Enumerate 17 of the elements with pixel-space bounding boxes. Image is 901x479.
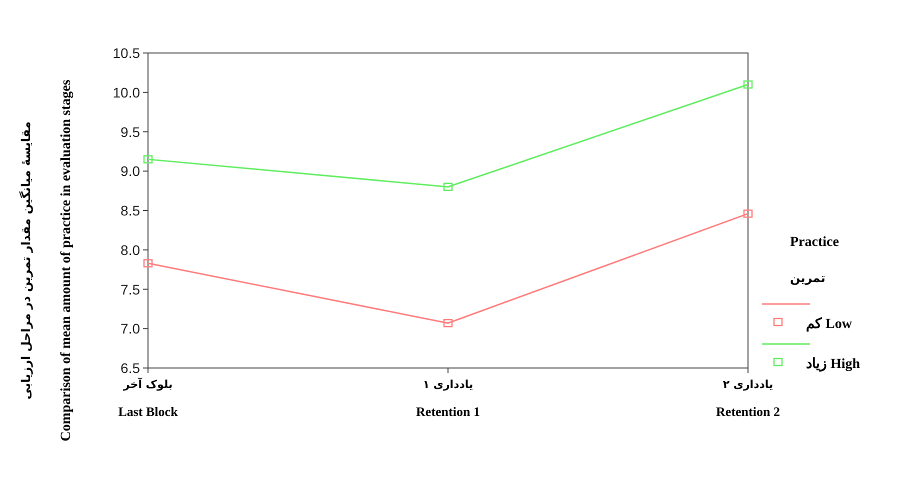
point bbox=[143, 259, 153, 268]
y-tick-label: 9.0 bbox=[120, 163, 140, 180]
y-tick-label: 7.0 bbox=[120, 320, 140, 337]
point bbox=[743, 80, 753, 89]
point bbox=[443, 318, 453, 328]
point bbox=[743, 210, 753, 218]
y-tick-label: 8.0 bbox=[120, 242, 140, 258]
y-tick-label: 7.5 bbox=[120, 281, 140, 298]
y-tick-label: 8.5 bbox=[120, 202, 140, 218]
y-tick-label: 10.5 bbox=[112, 45, 140, 61]
y-tick-label: 9.5 bbox=[120, 124, 140, 140]
legend-label: کم Low bbox=[806, 316, 853, 332]
legend-label: زیاد High bbox=[806, 357, 860, 372]
point bbox=[443, 182, 453, 192]
y-tick-label: 6.5 bbox=[120, 360, 140, 376]
point bbox=[143, 155, 153, 164]
y-tick-label: 10.0 bbox=[112, 84, 140, 100]
